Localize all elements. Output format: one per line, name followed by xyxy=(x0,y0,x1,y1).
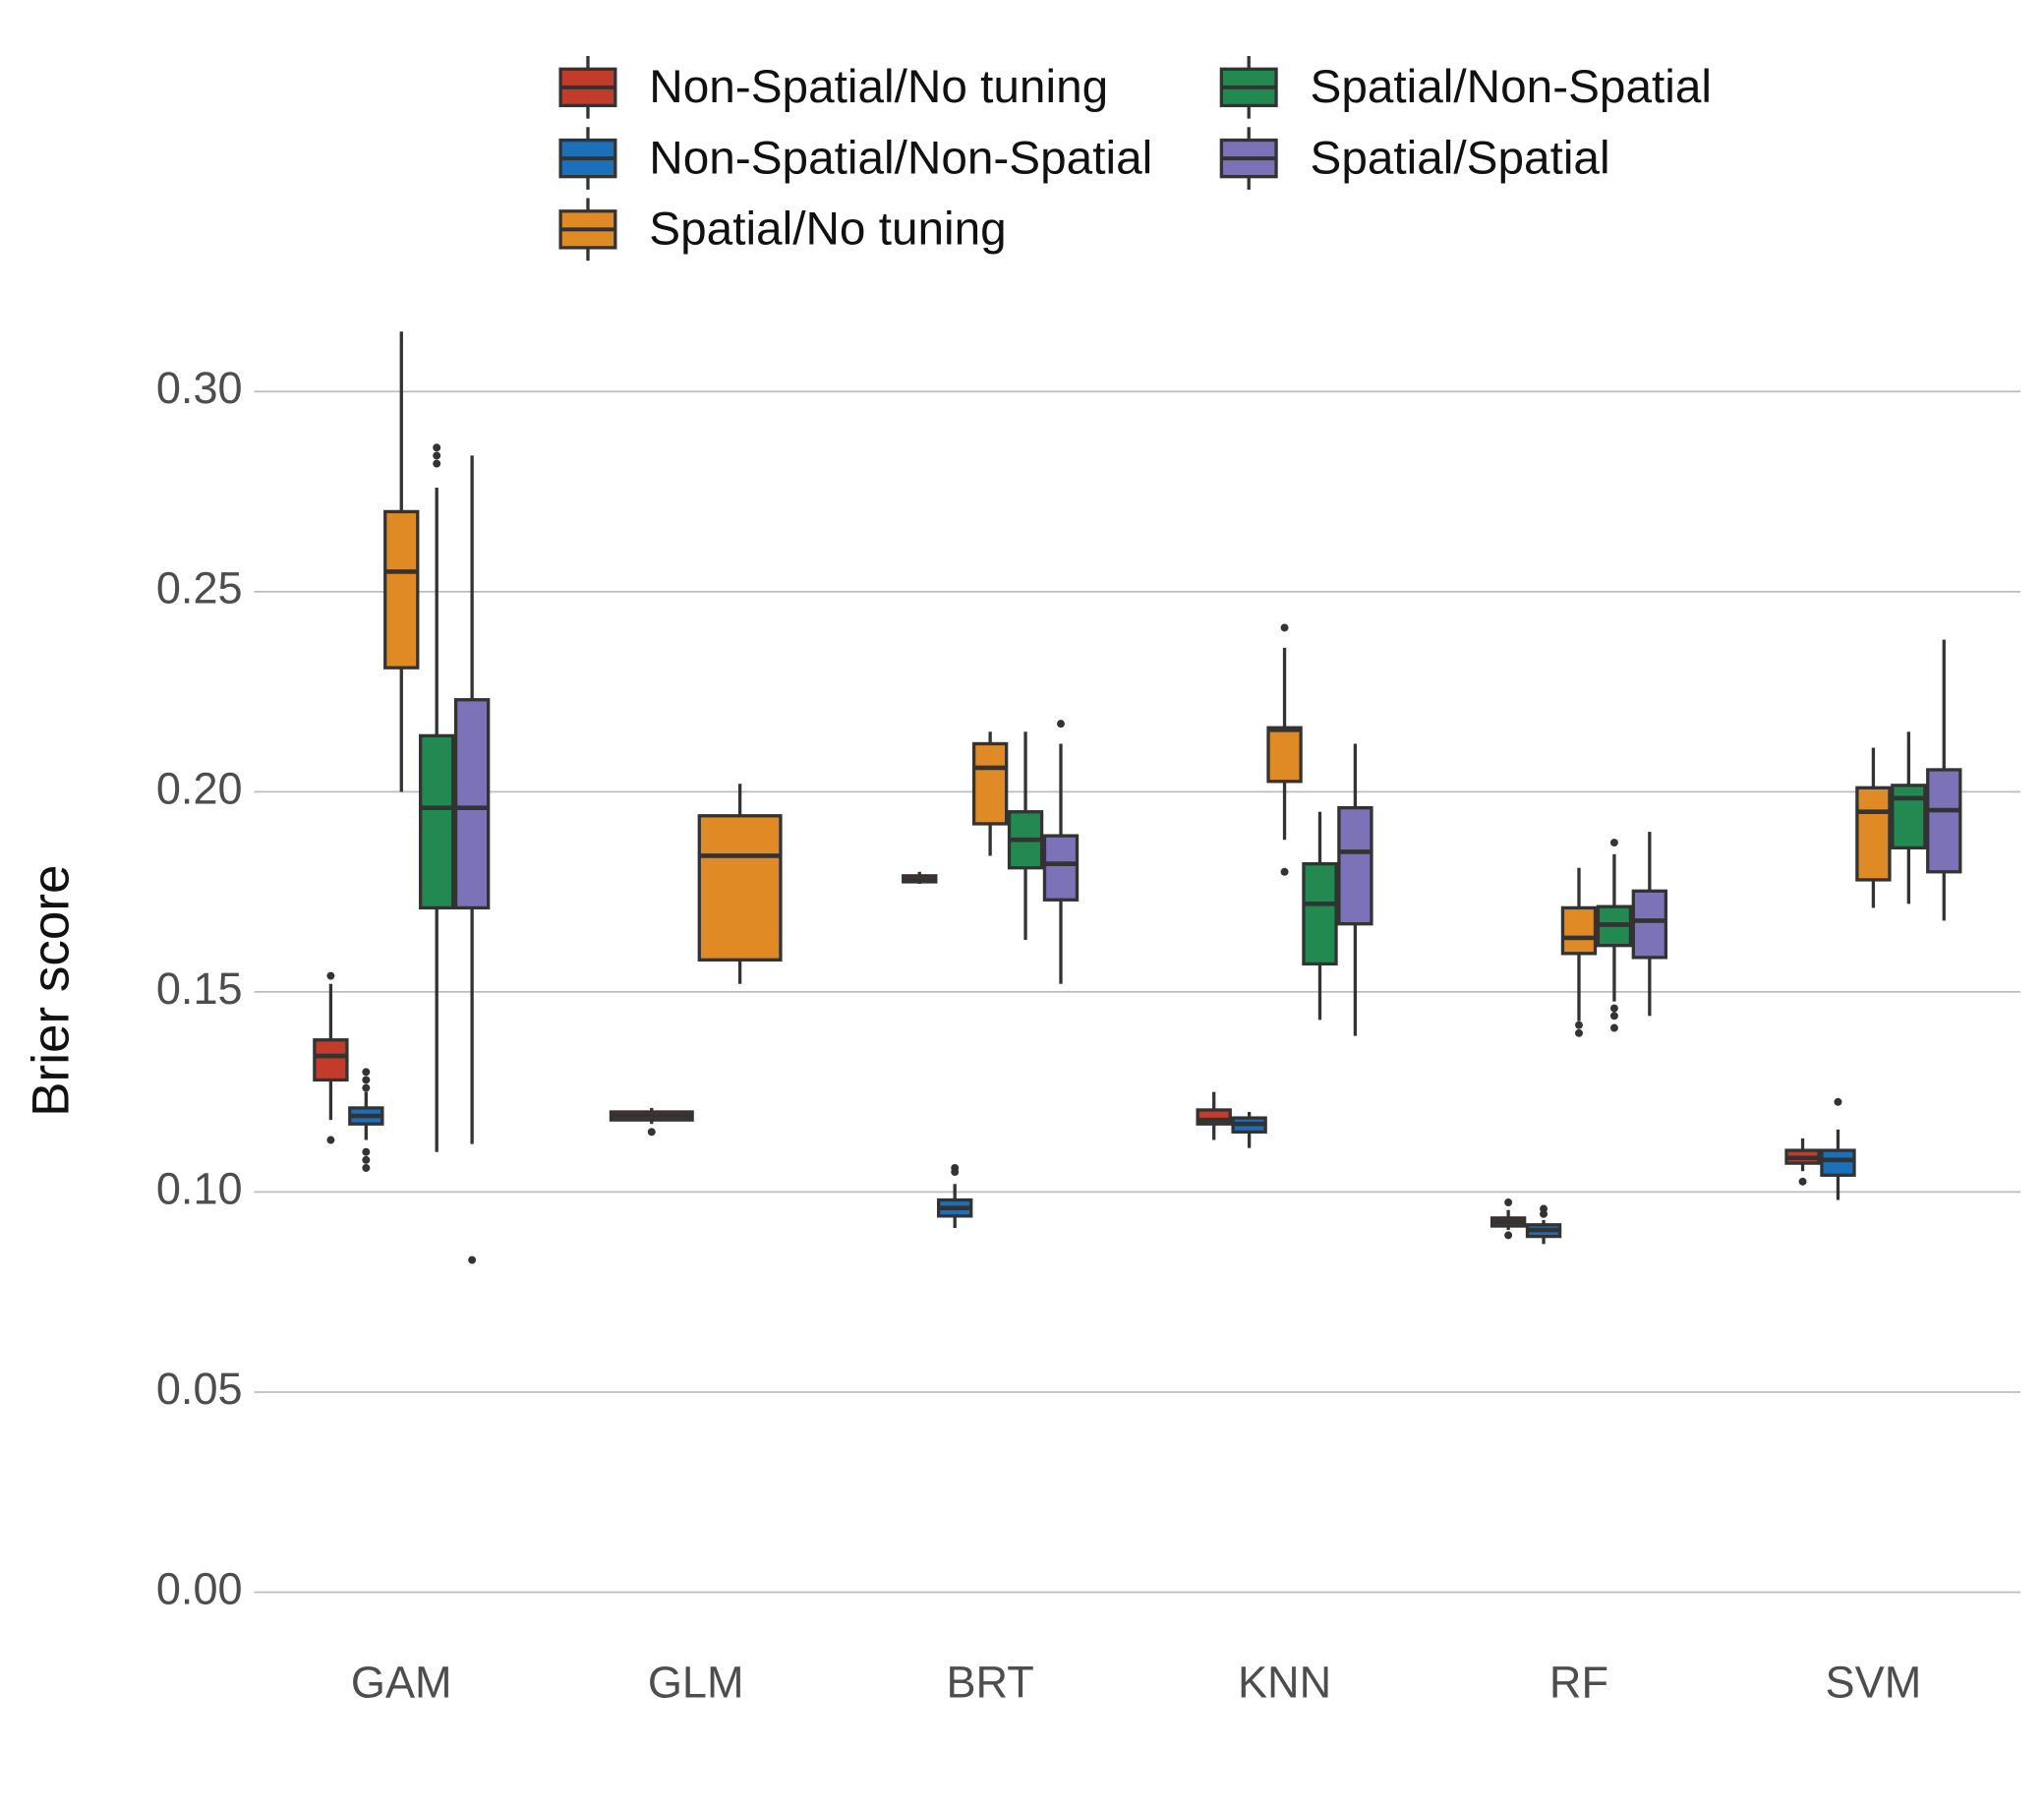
box xyxy=(419,733,455,910)
legend-label: Spatial/Non-Spatial xyxy=(1311,61,1713,113)
outlier xyxy=(1575,1028,1583,1037)
y-tick-label: 0.25 xyxy=(156,563,243,613)
outlier xyxy=(468,1255,477,1264)
x-tick-label: GAM xyxy=(351,1657,452,1707)
outlier xyxy=(1834,1097,1842,1106)
box xyxy=(1891,784,1927,850)
box xyxy=(971,741,1009,826)
x-tick-label: BRT xyxy=(946,1657,1033,1707)
x-tick-label: RF xyxy=(1549,1657,1608,1707)
box xyxy=(1926,768,1962,874)
x-tick-label: SVM xyxy=(1826,1657,1922,1707)
outlier xyxy=(1798,1177,1807,1186)
outlier xyxy=(433,459,441,468)
box xyxy=(1855,786,1892,882)
box xyxy=(383,509,420,670)
outlier xyxy=(362,1076,371,1084)
box xyxy=(453,698,491,910)
legend-label: Spatial/Spatial xyxy=(1311,132,1610,184)
box xyxy=(1560,905,1598,956)
outlier xyxy=(362,1083,371,1092)
y-tick-label: 0.00 xyxy=(156,1563,243,1613)
outlier xyxy=(326,971,335,980)
outlier xyxy=(1575,1021,1583,1029)
outlier xyxy=(433,443,441,452)
legend-label: Spatial/No tuning xyxy=(649,204,1006,256)
outlier xyxy=(1280,623,1289,632)
legend-label: Non-Spatial/Non-Spatial xyxy=(649,132,1152,184)
y-tick-label: 0.15 xyxy=(156,963,243,1014)
box xyxy=(313,1038,349,1082)
x-tick-label: GLM xyxy=(648,1657,744,1707)
x-tick-label: KNN xyxy=(1238,1657,1331,1707)
outlier xyxy=(326,1136,335,1144)
outlier xyxy=(647,1128,656,1137)
outlier xyxy=(362,1147,371,1156)
outlier xyxy=(1540,1209,1548,1218)
box xyxy=(1266,726,1303,784)
box xyxy=(1302,861,1338,966)
outlier xyxy=(1609,1023,1618,1032)
outlier xyxy=(1609,1004,1618,1013)
outlier xyxy=(433,451,441,460)
box xyxy=(1042,834,1080,902)
y-tick-label: 0.05 xyxy=(156,1364,243,1414)
outlier xyxy=(362,1164,371,1172)
legend-label: Non-Spatial/No tuning xyxy=(649,61,1108,113)
y-axis-label: Brier score xyxy=(23,865,81,1117)
outlier xyxy=(1609,839,1618,847)
box xyxy=(697,814,783,962)
outlier xyxy=(1504,1198,1513,1206)
box xyxy=(1631,889,1668,960)
outlier xyxy=(362,1068,371,1077)
box xyxy=(1337,805,1373,926)
outlier xyxy=(1609,1012,1618,1021)
y-tick-label: 0.10 xyxy=(156,1163,243,1213)
outlier xyxy=(1280,867,1289,876)
y-tick-label: 0.20 xyxy=(156,763,243,813)
outlier xyxy=(951,1168,960,1177)
y-tick-label: 0.30 xyxy=(156,363,243,413)
outlier xyxy=(1504,1231,1513,1240)
outlier xyxy=(362,1155,371,1164)
outlier xyxy=(1057,720,1065,729)
box xyxy=(1820,1148,1856,1177)
